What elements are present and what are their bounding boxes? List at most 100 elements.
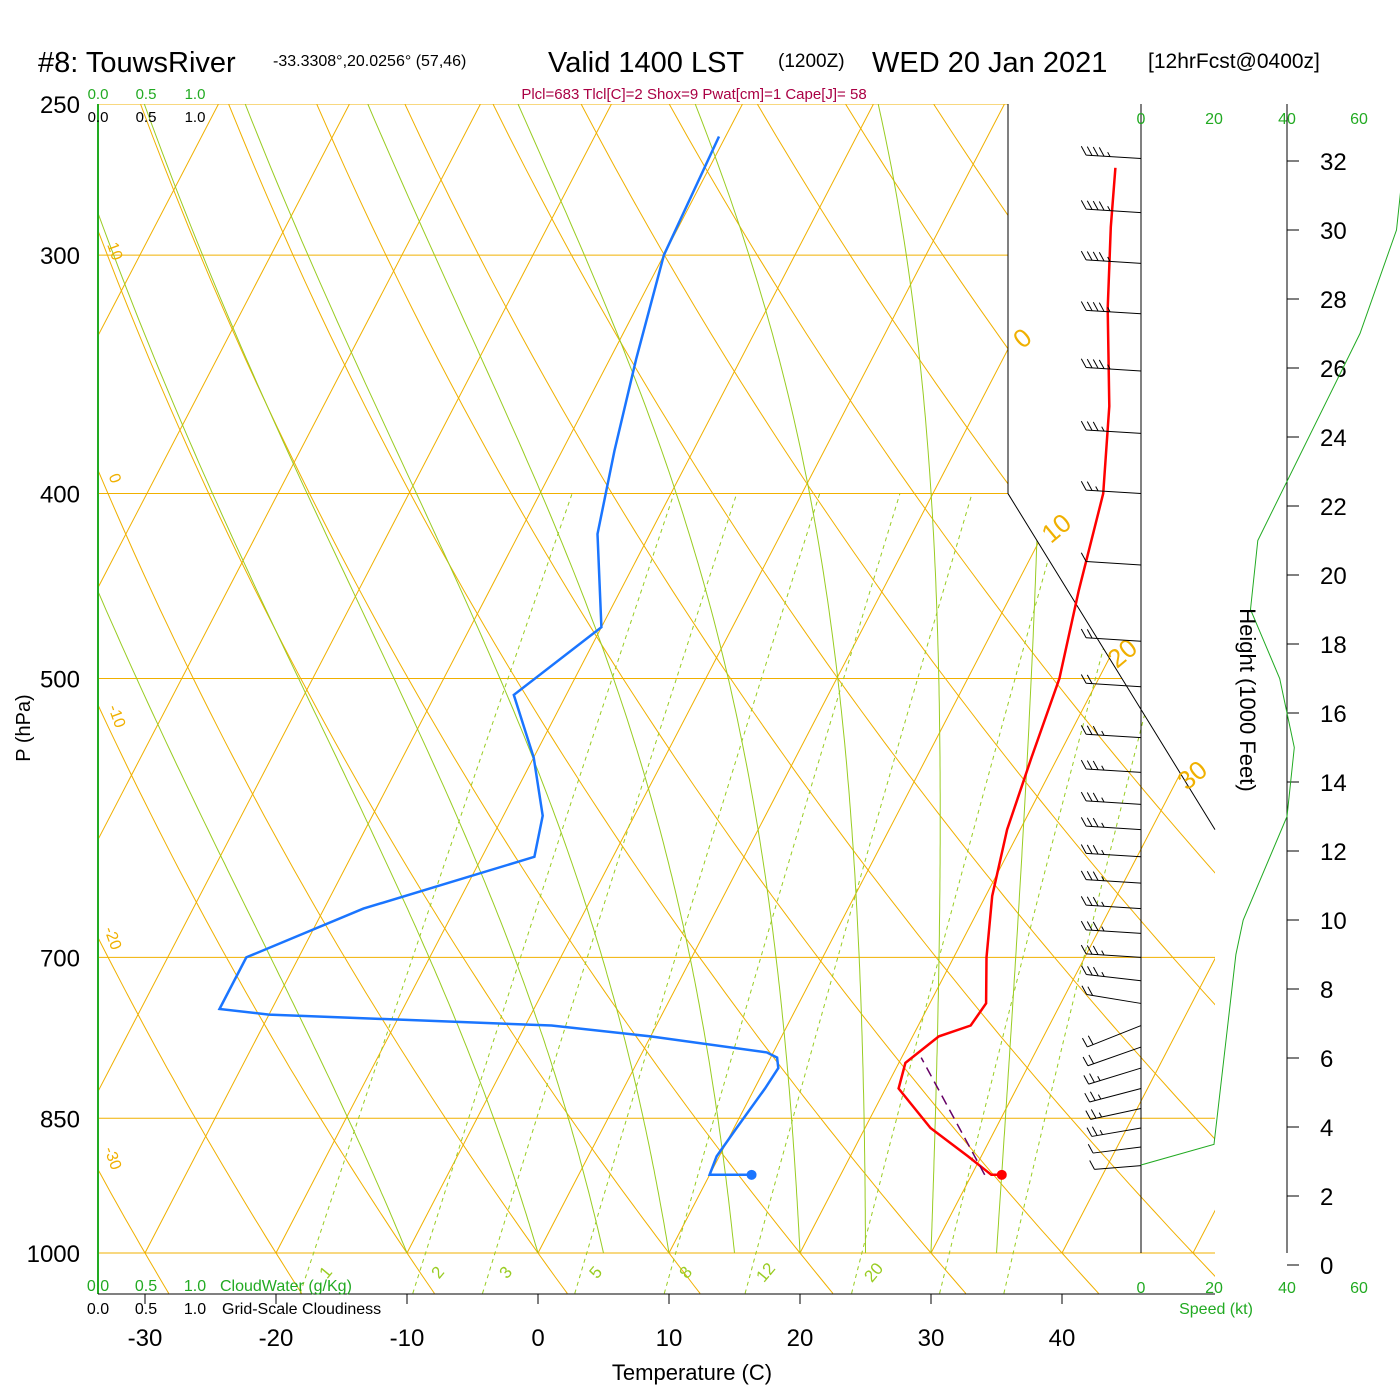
- height-tick-8: 8: [1320, 977, 1333, 1004]
- wind-barb-flag: [1080, 481, 1087, 491]
- mixing-ratio-label-8: 8: [675, 1263, 696, 1282]
- dry-adiabat-120: [1021, 104, 1215, 1294]
- wind-barb-flag: [1080, 896, 1087, 906]
- wind-barb-shaft: [1086, 682, 1142, 688]
- wind-barb-flag: [1080, 358, 1087, 368]
- height-tick-32: 32: [1320, 149, 1347, 176]
- height-tick-30: 30: [1320, 218, 1347, 245]
- isotherm--70: [98, 104, 219, 1254]
- dry-adiabat-label--10: -10: [104, 703, 128, 731]
- wind-barb-flag: [1107, 256, 1111, 262]
- wind-barb-flag: [1086, 760, 1093, 770]
- wind-barb-7: [1080, 552, 1142, 566]
- wind-barb-flag: [1101, 426, 1105, 432]
- wind-barb-flag: [1084, 1092, 1091, 1103]
- wind-barb-shaft: [1086, 879, 1142, 884]
- series-dewpoint: [217, 135, 780, 1177]
- height-tick-12: 12: [1320, 839, 1347, 866]
- wind-barb-flag: [1080, 250, 1087, 261]
- mixing-ratio-label-12: 12: [752, 1259, 779, 1286]
- wind-barb-13: [1080, 817, 1142, 831]
- wind-barb-shaft: [1086, 994, 1142, 1004]
- wind-barb-flag: [1101, 797, 1105, 803]
- wind-barb-flag: [1092, 251, 1099, 261]
- speed-bottom-40: 40: [1278, 1280, 1296, 1297]
- wind-barb-shaft: [1086, 733, 1142, 739]
- wind-barb-flag: [1080, 552, 1087, 562]
- wind-barb-flag: [1080, 844, 1087, 854]
- wind-barb-flag: [1092, 725, 1099, 736]
- dry-adiabat-50: [404, 104, 1215, 1294]
- pressure-tick-labels: 250 300 400 500 700 850 1000: [27, 92, 80, 1268]
- wind-barb-flag: [1088, 1054, 1095, 1064]
- isotherm-50: [1192, 104, 1215, 1254]
- moist-adiabat-15: [367, 104, 735, 1254]
- height-tick-6: 6: [1320, 1046, 1333, 1073]
- dry-adiabat-label-10: 10: [103, 240, 125, 263]
- dry-adiabat-90: [756, 104, 1215, 1294]
- wind-barb-flag: [1101, 849, 1105, 855]
- wind-barb-flag: [1083, 1075, 1090, 1085]
- wind-barb-flag: [1092, 817, 1099, 828]
- moist-adiabat-25: [694, 104, 866, 1253]
- wind-barb-flag: [1086, 146, 1093, 156]
- wind-barb-shaft: [1086, 366, 1142, 372]
- wind-barb-flag: [1080, 920, 1087, 931]
- wind-barb-flag: [1086, 674, 1093, 684]
- mixing-ratio-3: [482, 493, 738, 1294]
- wind-barbs: [1080, 146, 1142, 1170]
- cloud-scales: 0.00.00.50.51.01.00.00.00.50.51.01.00020…: [87, 86, 1368, 1318]
- wind-barb-flag: [1080, 759, 1087, 770]
- wind-barb-flag: [1092, 760, 1099, 770]
- wind-barb-2: [1080, 250, 1142, 264]
- wind-barb-flag: [1092, 359, 1099, 369]
- wind-barb-flag: [1086, 896, 1093, 906]
- wind-barb-shaft: [1086, 208, 1142, 214]
- wind-barb-flag: [1089, 1073, 1095, 1083]
- wind-barb-flag: [1089, 1160, 1095, 1170]
- temperature-tick-labels: -30 -20 -10 0 10 20 30 40: [128, 1294, 1075, 1352]
- wind-barb-flag: [1087, 1035, 1094, 1045]
- dry-adiabat-0: [98, 104, 568, 1294]
- wind-barb-3: [1080, 301, 1142, 315]
- zulu-time: (1200Z): [778, 51, 845, 72]
- pressure-tick-250: 250: [40, 92, 80, 119]
- wind-barb-shaft: [1087, 1046, 1142, 1067]
- cloudiness-label: Grid-Scale Cloudiness: [222, 1301, 381, 1318]
- wind-barb-flag: [1098, 1112, 1103, 1118]
- height-tick-10: 10: [1320, 908, 1347, 935]
- wind-barb-flag: [1092, 896, 1099, 907]
- wind-barb-flag: [1080, 791, 1087, 802]
- height-tick-22: 22: [1320, 494, 1347, 521]
- wind-barb-flag: [1082, 1037, 1088, 1048]
- wind-barb-flag: [1092, 945, 1099, 955]
- plot-border: [1007, 104, 1216, 830]
- wind-barb-25: [1085, 1108, 1142, 1120]
- wind-barb-flag: [1086, 629, 1093, 639]
- wind-barb-shaft: [1086, 561, 1142, 566]
- forecast-date: WED 20 Jan 2021: [872, 47, 1107, 79]
- wind-barb-shaft: [1086, 154, 1142, 160]
- dry-adiabat-label--30: -30: [100, 1145, 124, 1173]
- wind-barb-flag: [1101, 901, 1105, 907]
- wind-barb-flag: [1086, 251, 1093, 261]
- wind-barb-flag: [1107, 364, 1111, 370]
- isotherm--20: [275, 104, 874, 1254]
- wind-barb-flag: [1092, 302, 1099, 312]
- wind-barb-16: [1080, 896, 1142, 910]
- wind-barb-12: [1080, 791, 1142, 805]
- wind-barb-flag: [1101, 926, 1105, 932]
- pressure-tick-300: 300: [40, 243, 80, 270]
- temperature-tick-0: 0: [531, 1325, 544, 1352]
- speed-bottom-60: 60: [1350, 1280, 1368, 1297]
- dry-adiabat--30: [98, 104, 170, 1294]
- wind-barb-shaft: [1086, 825, 1142, 831]
- wind-barb-shaft: [1086, 852, 1142, 858]
- mixing-ratio-label-20: 20: [860, 1259, 887, 1286]
- pressure-tick-850: 850: [40, 1106, 80, 1133]
- wind-barb-flag: [1092, 792, 1099, 802]
- wind-barb-flag: [1095, 486, 1099, 492]
- station-coords: -33.3308°,20.0256° (57,46): [273, 53, 466, 70]
- wind-barb-flag: [1086, 870, 1093, 881]
